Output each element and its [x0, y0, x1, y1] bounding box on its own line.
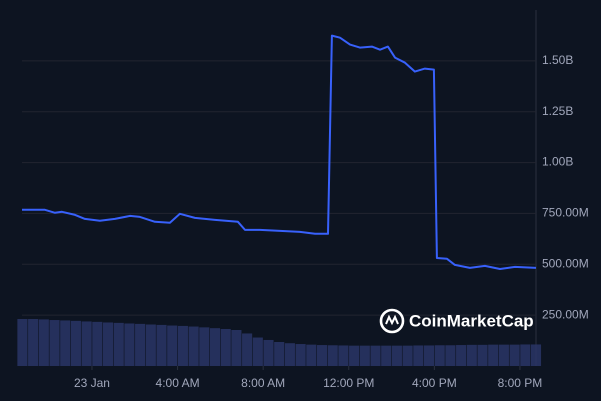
volume-bar [145, 324, 156, 366]
volume-bar [466, 344, 477, 366]
volume-bar [135, 323, 146, 366]
volume-bar [242, 333, 253, 366]
y-tick-label: 1.25B [542, 104, 573, 118]
volume-bar [381, 345, 392, 366]
y-tick-label: 250.00M [542, 307, 589, 321]
volume-bar [252, 337, 263, 366]
x-tick-label: 8:00 AM [241, 376, 285, 390]
volume-bar [434, 345, 445, 366]
volume-bar [488, 344, 499, 366]
volume-bar [17, 319, 28, 366]
volume-bar [284, 343, 295, 366]
volume-bar [49, 320, 60, 366]
logo-icon [379, 308, 405, 334]
volume-bar [413, 345, 424, 366]
volume-bar [327, 345, 338, 366]
volume-bar [391, 345, 402, 366]
volume-bar [316, 345, 328, 366]
x-tick-label: 12:00 PM [323, 376, 374, 390]
volume-bar [445, 345, 456, 366]
volume-bar [28, 319, 39, 366]
volume-bar [220, 328, 231, 366]
volume-bar [477, 344, 488, 366]
volume-bar [338, 345, 349, 366]
volume-bar [359, 345, 370, 366]
volume-bar [349, 345, 360, 366]
y-tick-label: 750.00M [542, 206, 589, 220]
volume-bar [70, 320, 81, 366]
volume-bar [167, 325, 178, 366]
volume-bar [102, 322, 114, 366]
volume-bar [124, 323, 135, 366]
x-tick-label: 23 Jan [74, 376, 110, 390]
volume-bar [92, 321, 103, 366]
volume-bar [530, 344, 542, 366]
volume-bar [423, 345, 435, 366]
y-tick-label: 1.00B [542, 155, 573, 169]
volume-bar [199, 327, 210, 366]
volume-bar [113, 322, 124, 366]
volume-bar [231, 329, 242, 366]
volume-bar [263, 339, 274, 366]
volume-bar [274, 341, 285, 366]
x-tick-label: 4:00 AM [156, 376, 200, 390]
volume-bar [370, 345, 381, 366]
volume-bar [498, 344, 509, 366]
volume-bar [402, 345, 413, 366]
volume-bar [456, 345, 467, 366]
volume-bar [38, 319, 49, 366]
volume-bar [156, 324, 167, 366]
volume-bar [188, 326, 199, 366]
y-tick-label: 500.00M [542, 256, 589, 270]
volume-bar [520, 344, 531, 366]
volume-bar [209, 328, 221, 366]
volume-bar [81, 321, 92, 366]
x-tick-label: 8:00 PM [498, 376, 543, 390]
watermark: CoinMarketCap [409, 311, 534, 330]
volume-bar [177, 325, 188, 366]
x-tick-label: 4:00 PM [412, 376, 457, 390]
volume-bar [295, 344, 306, 366]
y-tick-label: 1.50B [542, 53, 573, 67]
price-line [22, 34, 537, 270]
volume-bar [60, 320, 71, 366]
volume-bar [306, 344, 317, 366]
volume-bar [509, 344, 520, 366]
